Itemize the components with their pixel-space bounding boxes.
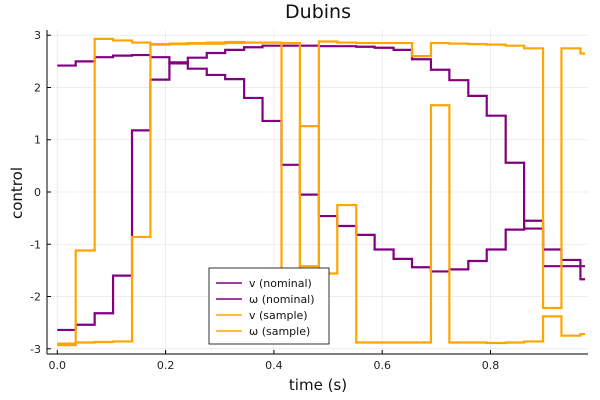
y-axis-title: control xyxy=(8,167,26,219)
grid xyxy=(47,30,588,354)
y-tick-label-5: 2 xyxy=(34,81,41,94)
y-tick-label-0: -3 xyxy=(30,343,41,356)
x-tick-label-3: 0.6 xyxy=(373,359,391,372)
x-axis-title: time (s) xyxy=(289,376,347,394)
y-tick-label-4: 1 xyxy=(34,134,41,147)
ticks: 0.0 0.2 0.4 0.6 0.8 -3 -2 -1 0 1 2 3 xyxy=(30,29,499,372)
y-tick-label-2: -1 xyxy=(30,238,41,251)
series-line-3 xyxy=(57,41,586,347)
legend-box xyxy=(208,267,330,345)
x-tick-label-4: 0.8 xyxy=(482,359,500,372)
series-line-2 xyxy=(57,37,586,345)
y-tick-label-1: -2 xyxy=(30,291,41,304)
series-line-0 xyxy=(57,53,586,281)
legend-label-2: v (sample) xyxy=(249,309,308,322)
series-layer xyxy=(57,37,586,347)
y-tick-label-3: 0 xyxy=(34,186,41,199)
y-tick-label-6: 3 xyxy=(34,29,41,42)
legend-label-3: ω (sample) xyxy=(249,325,310,338)
x-tick-label-2: 0.4 xyxy=(265,359,283,372)
legend: v (nominal) ω (nominal) v (sample) ω (sampl… xyxy=(208,267,330,345)
x-tick-label-0: 0.0 xyxy=(49,359,67,372)
legend-label-1: ω (nominal) xyxy=(249,293,315,306)
chart-title: Dubins xyxy=(285,1,351,23)
x-tick-label-1: 0.2 xyxy=(157,359,175,372)
legend-label-0: v (nominal) xyxy=(249,277,312,290)
